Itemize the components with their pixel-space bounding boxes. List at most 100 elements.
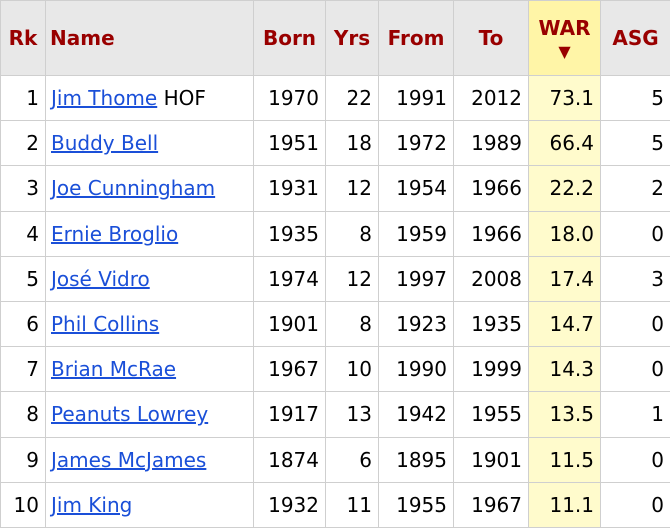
to-cell: 1935	[453, 300, 529, 348]
header-from[interactable]: From	[378, 0, 454, 76]
name-cell: Brian McRae	[45, 346, 254, 393]
name-cell: Ernie Broglio	[45, 210, 254, 257]
from-cell: 1955	[378, 481, 454, 528]
name-cell: Peanuts Lowrey	[45, 391, 254, 438]
player-link[interactable]: Joe Cunningham	[51, 176, 216, 201]
years-cell: 12	[325, 165, 379, 212]
header-war[interactable]: WAR ▼	[528, 0, 601, 76]
born-cell: 1917	[253, 391, 326, 438]
years-cell: 8	[325, 210, 379, 257]
table-row: 5 José Vidro 1974 12 1997 2008 17.4 3	[0, 255, 670, 302]
header-asg[interactable]: ASG	[600, 0, 670, 76]
player-link[interactable]: Brian McRae	[51, 357, 177, 382]
war-cell: 11.1	[528, 481, 601, 528]
to-cell: 1999	[453, 346, 529, 393]
rank-cell: 7	[0, 346, 46, 393]
rank-cell: 4	[0, 210, 46, 257]
years-cell: 8	[325, 300, 379, 348]
war-cell: 66.4	[528, 120, 601, 167]
player-link[interactable]: Phil Collins	[51, 312, 160, 337]
to-cell: 1955	[453, 391, 529, 438]
asg-cell: 0	[600, 436, 670, 483]
from-cell: 1954	[378, 165, 454, 212]
header-born[interactable]: Born	[253, 0, 326, 76]
asg-cell: 3	[600, 255, 670, 302]
table-row: 2 Buddy Bell 1951 18 1972 1989 66.4 5	[0, 120, 670, 167]
rank-cell: 9	[0, 436, 46, 483]
to-cell: 2012	[453, 74, 529, 122]
war-cell: 13.5	[528, 391, 601, 438]
asg-cell: 5	[600, 120, 670, 167]
to-cell: 1967	[453, 481, 529, 528]
table-row: 4 Ernie Broglio 1935 8 1959 1966 18.0 0	[0, 210, 670, 257]
war-cell: 11.5	[528, 436, 601, 483]
born-cell: 1931	[253, 165, 326, 212]
table-body: 1 Jim Thome HOF 1970 22 1991 2012 73.1 5 2 Buddy …	[0, 74, 670, 528]
born-cell: 1951	[253, 120, 326, 167]
years-cell: 22	[325, 74, 379, 122]
asg-cell: 1	[600, 391, 670, 438]
from-cell: 1895	[378, 436, 454, 483]
born-cell: 1932	[253, 481, 326, 528]
player-link[interactable]: José Vidro	[51, 266, 150, 291]
born-cell: 1935	[253, 210, 326, 257]
table-row: 9 James McJames 1874 6 1895 1901 11.5 0	[0, 436, 670, 483]
player-link[interactable]: Ernie Broglio	[51, 221, 179, 246]
sort-descending-icon: ▼	[558, 42, 571, 61]
asg-cell: 0	[600, 346, 670, 393]
table-row: 10 Jim King 1932 11 1955 1967 11.1 0	[0, 481, 670, 528]
rank-cell: 8	[0, 391, 46, 438]
header-war-label: WAR	[538, 16, 591, 40]
rank-cell: 1	[0, 74, 46, 122]
asg-cell: 0	[600, 300, 670, 348]
player-link[interactable]: Jim Thome	[51, 86, 158, 111]
born-cell: 1874	[253, 436, 326, 483]
name-cell: Jim Thome HOF	[45, 74, 254, 122]
player-link[interactable]: Jim King	[51, 492, 133, 517]
rank-cell: 3	[0, 165, 46, 212]
years-cell: 6	[325, 436, 379, 483]
asg-cell: 5	[600, 74, 670, 122]
years-cell: 13	[325, 391, 379, 438]
rank-cell: 2	[0, 120, 46, 167]
born-cell: 1967	[253, 346, 326, 393]
to-cell: 1966	[453, 165, 529, 212]
rank-cell: 5	[0, 255, 46, 302]
table-row: 6 Phil Collins 1901 8 1923 1935 14.7 0	[0, 300, 670, 348]
war-cell: 73.1	[528, 74, 601, 122]
war-cell: 14.3	[528, 346, 601, 393]
name-cell: José Vidro	[45, 255, 254, 302]
table-row: 8 Peanuts Lowrey 1917 13 1942 1955 13.5 1	[0, 391, 670, 438]
from-cell: 1959	[378, 210, 454, 257]
asg-cell: 0	[600, 481, 670, 528]
name-cell: Joe Cunningham	[45, 165, 254, 212]
from-cell: 1991	[378, 74, 454, 122]
header-rk[interactable]: Rk	[0, 0, 46, 76]
from-cell: 1990	[378, 346, 454, 393]
born-cell: 1974	[253, 255, 326, 302]
name-cell: Jim King	[45, 481, 254, 528]
hof-badge: HOF	[163, 86, 206, 111]
years-cell: 12	[325, 255, 379, 302]
player-link[interactable]: Buddy Bell	[51, 131, 159, 156]
rank-cell: 10	[0, 481, 46, 528]
name-cell: Phil Collins	[45, 300, 254, 348]
born-cell: 1901	[253, 300, 326, 348]
born-cell: 1970	[253, 74, 326, 122]
war-cell: 14.7	[528, 300, 601, 348]
from-cell: 1923	[378, 300, 454, 348]
war-cell: 22.2	[528, 165, 601, 212]
war-cell: 17.4	[528, 255, 601, 302]
player-link[interactable]: James McJames	[51, 447, 207, 472]
name-cell: Buddy Bell	[45, 120, 254, 167]
from-cell: 1942	[378, 391, 454, 438]
name-cell: James McJames	[45, 436, 254, 483]
player-link[interactable]: Peanuts Lowrey	[51, 402, 209, 427]
header-name[interactable]: Name	[45, 0, 254, 76]
to-cell: 1966	[453, 210, 529, 257]
to-cell: 1901	[453, 436, 529, 483]
years-cell: 18	[325, 120, 379, 167]
header-yrs[interactable]: Yrs	[325, 0, 379, 76]
header-to[interactable]: To	[453, 0, 529, 76]
